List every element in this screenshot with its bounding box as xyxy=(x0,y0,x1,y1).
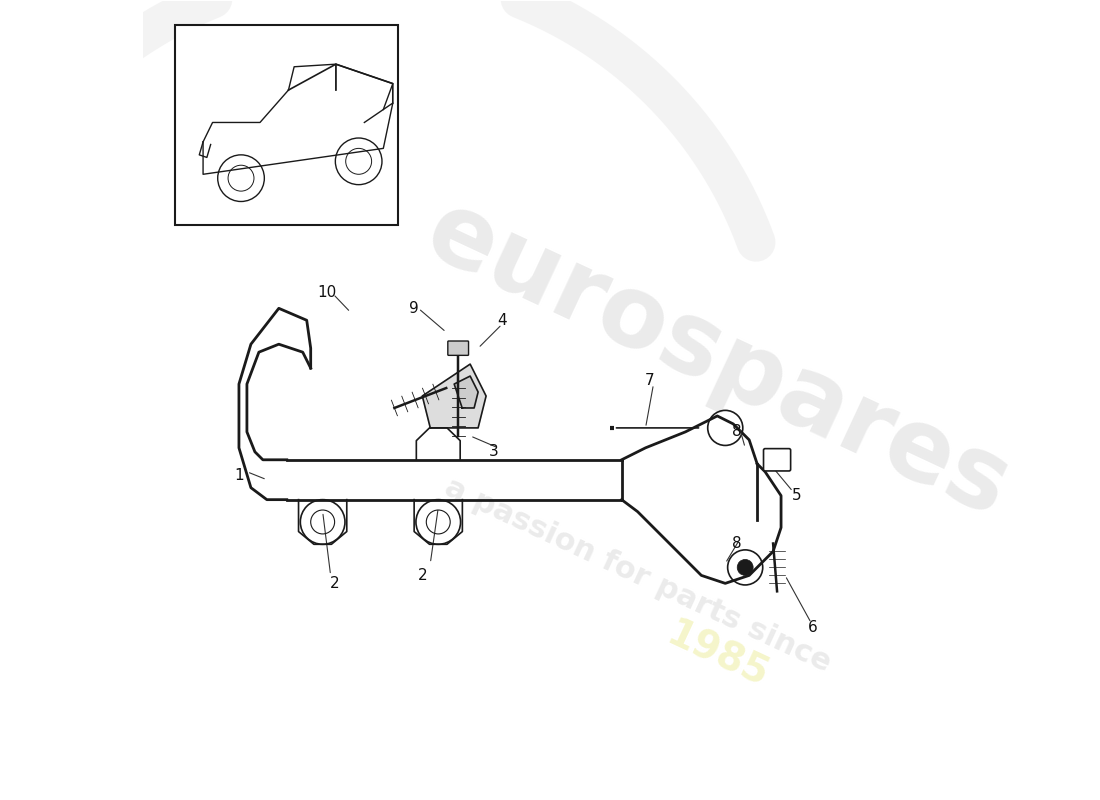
Circle shape xyxy=(737,559,754,575)
FancyBboxPatch shape xyxy=(763,449,791,471)
Text: 8: 8 xyxy=(733,424,742,439)
Bar xyxy=(175,26,398,225)
Text: 8: 8 xyxy=(733,536,742,551)
Text: 9: 9 xyxy=(409,301,419,316)
Text: eurospares: eurospares xyxy=(410,182,1024,538)
FancyBboxPatch shape xyxy=(448,341,469,355)
Text: 10: 10 xyxy=(317,285,337,300)
Text: 1985: 1985 xyxy=(660,615,774,695)
Text: 3: 3 xyxy=(490,444,499,459)
Text: 1: 1 xyxy=(234,468,244,483)
Text: 5: 5 xyxy=(792,488,802,503)
Polygon shape xyxy=(454,376,478,408)
Text: 2: 2 xyxy=(330,576,340,591)
Text: 7: 7 xyxy=(645,373,654,387)
Polygon shape xyxy=(422,364,486,428)
Text: 4: 4 xyxy=(497,313,507,328)
Text: 2: 2 xyxy=(418,568,427,583)
Text: 6: 6 xyxy=(808,620,817,634)
Text: a passion for parts since: a passion for parts since xyxy=(440,473,835,678)
